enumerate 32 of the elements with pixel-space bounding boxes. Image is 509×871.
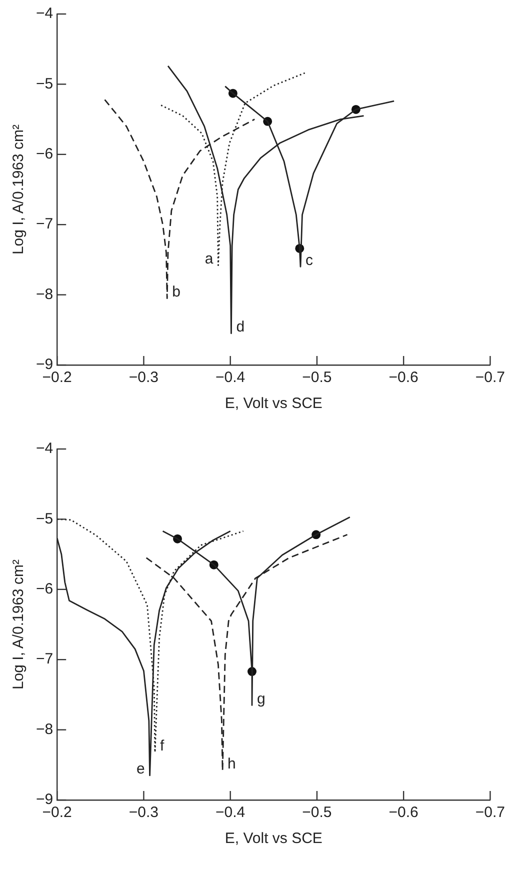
x-tick-label: −0.3 bbox=[128, 369, 159, 386]
y-tick-label: −6 bbox=[36, 580, 54, 598]
y-tick-label: −6 bbox=[36, 146, 54, 163]
x-axis-title: E, Volt vs SCE bbox=[224, 830, 322, 848]
x-tick-label: −0.7 bbox=[475, 369, 506, 386]
x-tick-label: −0.6 bbox=[388, 804, 418, 822]
x-tick-label: −0.5 bbox=[302, 369, 332, 386]
y-tick-label: −5 bbox=[36, 510, 54, 528]
series-label: c bbox=[306, 252, 314, 269]
x-tick-label: −0.3 bbox=[128, 804, 159, 822]
y-tick-label: −7 bbox=[36, 216, 54, 233]
series-label: b bbox=[172, 283, 180, 300]
series-label: g bbox=[256, 690, 266, 708]
y-tick-label: −5 bbox=[36, 75, 54, 92]
y-axis-title: Log I, A/0.1963 cm² bbox=[10, 124, 28, 255]
series-label: h bbox=[228, 756, 236, 773]
x-tick-label: −0.4 bbox=[216, 804, 246, 822]
y-tick-label: −4 bbox=[36, 5, 54, 22]
y-axis-title: Log I, A/0.1963 cm² bbox=[10, 559, 28, 690]
x-tick-label: −0.7 bbox=[475, 804, 506, 822]
x-tick-label: −0.5 bbox=[302, 804, 332, 822]
y-tick-label: −8 bbox=[36, 286, 54, 303]
x-tick-label: −0.6 bbox=[388, 369, 418, 386]
y-tick-label: −4 bbox=[36, 440, 54, 458]
series-label: a bbox=[204, 250, 214, 268]
series-label: e bbox=[136, 760, 145, 778]
y-tick-label: −7 bbox=[36, 650, 54, 668]
series-label: d bbox=[236, 318, 245, 336]
x-tick-label: −0.4 bbox=[216, 369, 246, 386]
x-axis-title: E, Volt vs SCE bbox=[224, 395, 322, 412]
y-tick-label: −8 bbox=[36, 720, 54, 738]
series-label: f bbox=[160, 737, 165, 754]
